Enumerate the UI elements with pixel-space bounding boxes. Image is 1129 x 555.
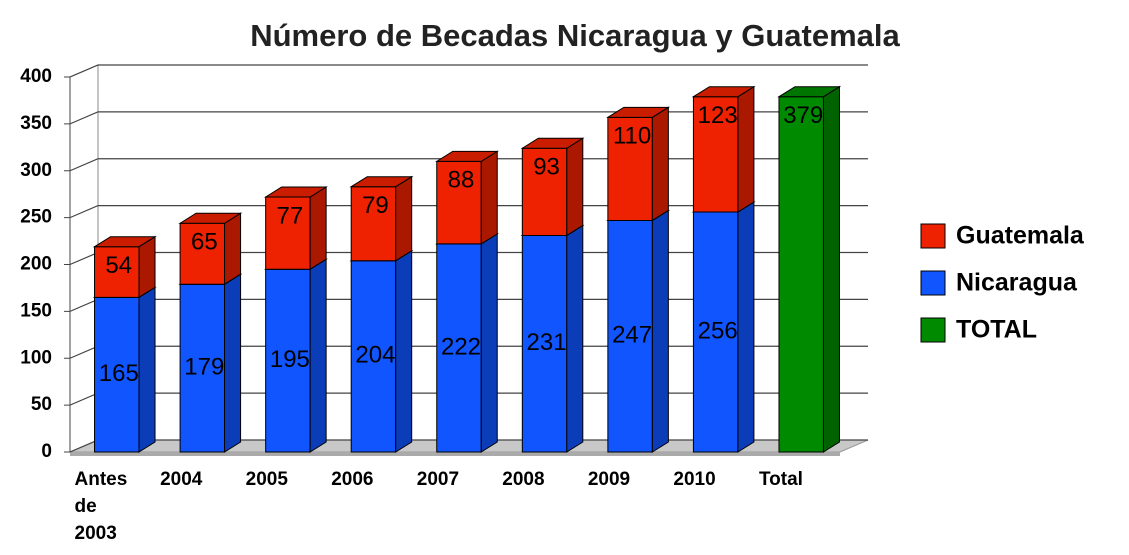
bar: [606, 209, 671, 453]
bar-face: [822, 85, 840, 453]
bar: [606, 106, 671, 222]
bar: [349, 175, 414, 262]
bar-face: [349, 176, 414, 188]
x-tick-label: 2004: [160, 469, 203, 490]
x-tick-label: 2007: [416, 469, 460, 490]
x-tick-label: 2006: [331, 469, 374, 490]
data-label: 110: [613, 123, 651, 150]
bar-face: [566, 137, 584, 237]
bar-face: [651, 106, 669, 222]
data-label: 88: [448, 167, 475, 194]
bar-face: [520, 137, 585, 149]
bar-face: [606, 106, 671, 118]
data-label: 77: [277, 202, 304, 229]
bar-face: [778, 96, 824, 453]
data-label: 65: [191, 229, 218, 256]
y-tick-label: 350: [20, 113, 52, 134]
floor-edge: [70, 452, 840, 456]
data-label: 222: [441, 333, 481, 360]
legend-swatch: [920, 223, 946, 249]
y-tick-label: 400: [20, 66, 52, 87]
y-tick-label: 100: [20, 347, 52, 368]
y-tick-label: 150: [20, 300, 52, 321]
bar: [777, 85, 842, 453]
grid-line: [69, 64, 868, 78]
y-tick-label: 200: [20, 254, 52, 275]
bar-face: [737, 85, 755, 213]
bar-face: [309, 186, 327, 271]
data-label: 54: [105, 252, 132, 279]
bar-face: [435, 150, 499, 162]
bar-face: [691, 86, 756, 98]
bar-face: [566, 224, 584, 453]
x-tick-label: Total: [758, 469, 803, 490]
bar: [520, 224, 585, 453]
bar-face: [178, 212, 243, 224]
data-label: 79: [362, 192, 389, 219]
data-label: 165: [99, 360, 139, 387]
bar-face: [395, 175, 413, 262]
bar-face: [737, 201, 755, 453]
bar-face: [92, 236, 157, 248]
data-label: 379: [783, 102, 823, 129]
data-label: 231: [527, 329, 567, 356]
bar: [349, 249, 414, 453]
grid-line: [69, 111, 868, 125]
bar: [520, 137, 585, 237]
y-tick-label: 250: [20, 207, 52, 228]
bar-face: [651, 209, 669, 453]
data-label: 247: [612, 322, 652, 349]
data-label: 195: [270, 346, 310, 373]
x-tick-label: 2005: [245, 469, 288, 490]
bar-face: [395, 249, 413, 453]
bar-face: [138, 235, 156, 299]
bar: [691, 85, 756, 213]
bar-face: [309, 258, 327, 453]
legend-label: Guatemala: [956, 222, 1085, 250]
x-tick-label: 2009: [587, 469, 631, 490]
bar-face: [224, 273, 242, 453]
bar: [178, 212, 243, 286]
legend-swatch: [920, 270, 946, 296]
x-tick-label: 2010: [673, 469, 716, 490]
data-label: 204: [355, 342, 395, 369]
y-tick-label: 300: [20, 160, 52, 181]
data-label: 179: [184, 353, 224, 380]
bar-face: [224, 212, 242, 286]
bar-face: [777, 86, 842, 98]
data-label: 256: [698, 317, 738, 344]
bar-face: [480, 232, 498, 453]
x-tick-label: 2008: [502, 469, 545, 490]
bar-face: [138, 286, 156, 453]
chart-title: Número de Becadas Nicaragua y Guatemala: [250, 18, 900, 53]
bar: [435, 150, 499, 245]
bar-face: [480, 150, 498, 245]
data-label: 123: [698, 102, 738, 129]
legend-swatch: [920, 317, 946, 343]
bar: [263, 186, 328, 271]
legend-label: Nicaragua: [956, 269, 1078, 297]
x-tick-label: Antes de 2003: [74, 469, 128, 544]
bar-face: [263, 186, 328, 198]
y-tick-label: 50: [31, 394, 52, 415]
data-label: 93: [533, 154, 560, 181]
legend-label: TOTAL: [956, 316, 1037, 344]
y-tick-label: 0: [41, 441, 52, 462]
bar: [92, 235, 157, 299]
